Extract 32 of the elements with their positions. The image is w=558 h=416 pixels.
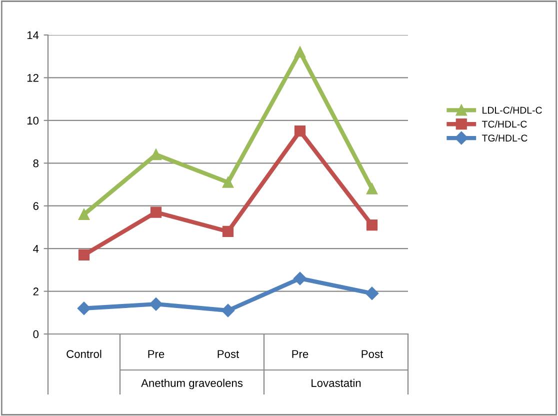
point [366, 183, 378, 194]
y-tick-label: 8 [33, 159, 38, 168]
point [294, 46, 306, 58]
point [222, 176, 234, 188]
point [77, 302, 91, 315]
point [366, 220, 378, 231]
point [365, 286, 379, 300]
x-tick-label: Post [362, 350, 384, 358]
y-tick-label: 12 [27, 74, 38, 82]
y-tick-label: 14 [27, 31, 39, 40]
y-tick-label: 4 [33, 244, 39, 253]
x-tick-label: Control [66, 350, 102, 358]
point [293, 272, 307, 286]
legend-label: TG/HDL-C [482, 134, 528, 142]
point [78, 208, 90, 220]
y-tick-label: 2 [33, 288, 38, 296]
point [221, 304, 235, 318]
legend-label: LDL-C/HDL-C [482, 106, 542, 114]
x-tick-label: Pre [292, 350, 308, 358]
point [78, 249, 90, 261]
point [149, 298, 163, 311]
y-tick-label: 6 [33, 202, 38, 210]
x-tick-label: Pre [148, 350, 164, 358]
x-tick-label: Post [218, 350, 240, 358]
point [294, 126, 306, 137]
text: Anethum graveolens [141, 378, 243, 390]
point [222, 226, 234, 238]
y-tick-label: 0 [33, 330, 39, 338]
point [150, 206, 162, 218]
y-tick-label: 10 [27, 116, 39, 125]
text: Lovastatin [312, 378, 361, 387]
legend-label: TC/HDL-C [482, 120, 527, 128]
